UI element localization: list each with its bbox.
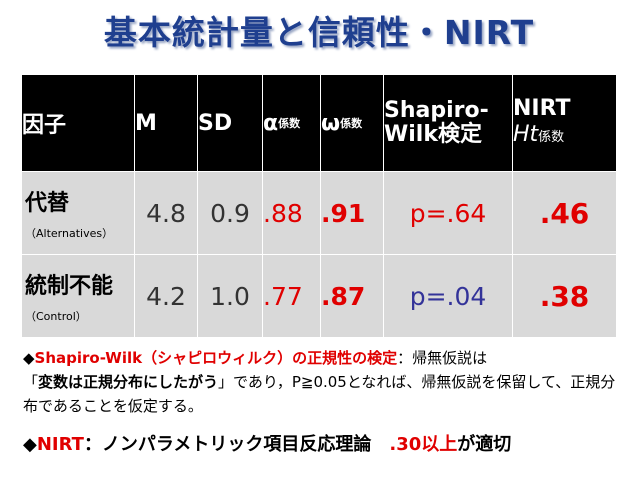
header-alpha: α係数: [262, 74, 321, 172]
note2-red-text: NIRT: [36, 434, 84, 455]
header-shapiro: Shapiro- Wilk検定: [383, 74, 513, 172]
header-alpha-sub: 係数: [278, 116, 301, 130]
note2-mid-text: ：ノンパラメトリック項目反応理論: [83, 434, 390, 455]
header-sd: SD: [197, 74, 263, 172]
note-text-2: 」であり，P≧0.05となれば、帰無仮説を保留して、正規分布であることを仮定する…: [23, 373, 616, 415]
nirt-ht-value: .46: [512, 171, 617, 255]
sd-value: 0.9: [197, 171, 263, 255]
note2-tail: が適切: [457, 434, 512, 455]
table-row-alternatives: 代替 （Alternatives） 4.8 0.9 .88 .91 p=.64 .…: [21, 171, 617, 255]
statistics-table: 因子 M SD α係数 ω係数 Shapiro- Wilk検定 NIRT Ht係数 …: [21, 74, 617, 338]
factor-english: （Control）: [25, 310, 87, 323]
table-header-row: 因子 M SD α係数 ω係数 Shapiro- Wilk検定 NIRT Ht係数: [21, 74, 617, 172]
alpha-value: .77: [262, 254, 321, 338]
note-red-text: Shapiro-Wilk（シャピロウィルク）の正規性の検定: [34, 349, 398, 367]
note-quote-open: 「: [23, 373, 39, 391]
factor-cell: 代替 （Alternatives）: [21, 171, 135, 255]
mean-value: 4.8: [134, 171, 198, 255]
header-nirt-sub: 係数: [538, 129, 565, 145]
factor-name: 統制不能: [25, 274, 114, 299]
mean-value: 4.2: [134, 254, 198, 338]
factor-cell: 統制不能 （Control）: [21, 254, 135, 338]
header-m: M: [134, 74, 198, 172]
header-shapiro-line2: Wilk検定: [384, 122, 482, 147]
note-text-1: ：帰無仮説は: [397, 349, 488, 367]
header-nirt-line1: NIRT: [513, 95, 571, 121]
omega-value: .87: [320, 254, 384, 338]
header-omega-symbol: ω: [321, 110, 341, 136]
note2-bullet: ◆: [23, 434, 37, 455]
factor-english: （Alternatives）: [25, 227, 114, 240]
header-alpha-symbol: α: [263, 110, 279, 136]
header-nirt: NIRT Ht係数: [512, 74, 617, 172]
note2-threshold: .30以上: [389, 434, 458, 455]
header-nirt-ht: Ht: [513, 121, 539, 147]
note-bold-text: 変数は正規分布にしたがう: [38, 373, 219, 391]
table-row-control: 統制不能 （Control） 4.2 1.0 .77 .87 p=.04 .38: [21, 254, 617, 338]
header-factor: 因子: [21, 74, 135, 172]
omega-value: .91: [320, 171, 384, 255]
header-shapiro-line1: Shapiro-: [384, 98, 489, 123]
slide-title: 基本統計量と信頼性・NIRT: [103, 13, 535, 52]
header-omega-sub: 係数: [340, 116, 363, 130]
shapiro-p-value: p=.04: [383, 254, 513, 338]
sd-value: 1.0: [197, 254, 263, 338]
factor-name: 代替: [25, 191, 70, 216]
nirt-note: ◆NIRT：ノンパラメトリック項目反応理論 .30以上が適切: [23, 430, 623, 456]
note-bullet: ◆: [23, 349, 35, 367]
alpha-value: .88: [262, 171, 321, 255]
header-omega: ω係数: [320, 74, 384, 172]
nirt-ht-value: .38: [512, 254, 617, 338]
shapiro-p-value: p=.64: [383, 171, 513, 255]
shapiro-note: ◆Shapiro-Wilk（シャピロウィルク）の正規性の検定：帰無仮説は「変数は…: [23, 346, 623, 418]
